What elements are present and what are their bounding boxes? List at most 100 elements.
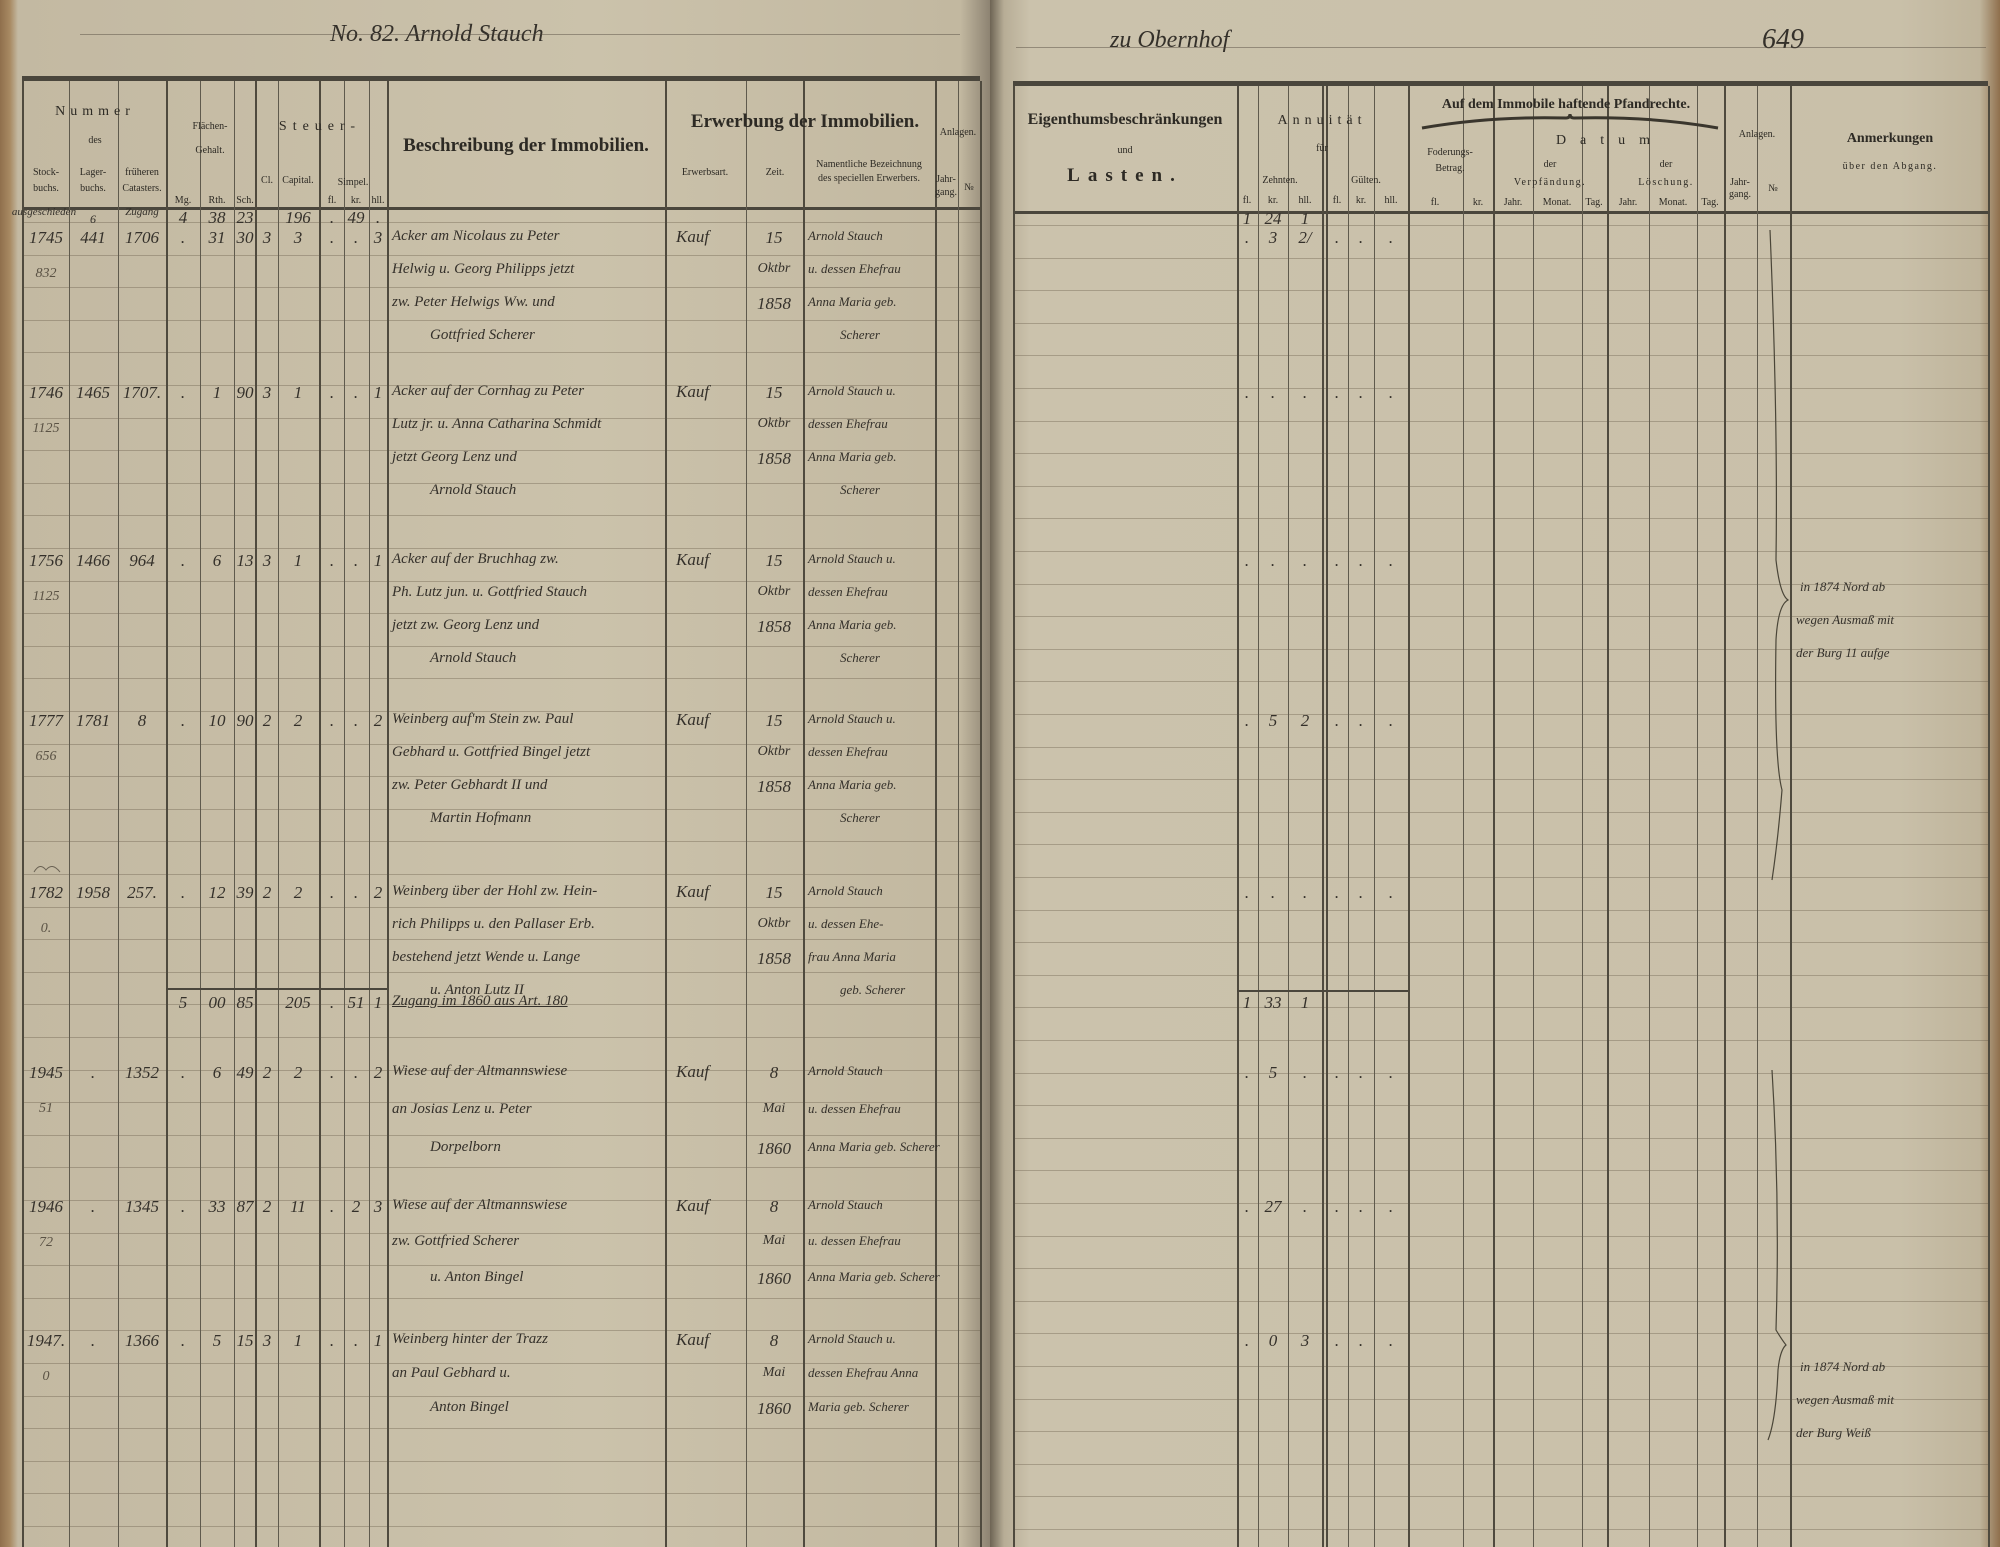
entry-mg: . <box>180 711 186 730</box>
ruled-line <box>22 1330 980 1331</box>
ruled-line <box>1013 1366 1988 1367</box>
annuity-z-fl: . <box>1244 551 1250 570</box>
entry-zeit: 1860 <box>757 1269 791 1288</box>
header-und: und <box>1117 145 1133 156</box>
annuity-g-kr: . <box>1358 1063 1364 1082</box>
title-underline <box>80 34 960 35</box>
entry-kr: . <box>353 1063 359 1082</box>
column-rule <box>118 81 119 1547</box>
entry-lager: 1958 <box>76 883 110 902</box>
header-no: № <box>1768 183 1778 194</box>
annuity-g-fl: . <box>1334 383 1340 402</box>
entry-erwerber-line: Scherer <box>840 482 880 497</box>
column-rule <box>1374 86 1375 1547</box>
ruled-line <box>22 1493 980 1494</box>
annuity-z-hll: . <box>1302 1063 1308 1082</box>
ruled-line <box>22 352 980 353</box>
column-rule <box>1013 86 1015 1547</box>
entry-erwerbsart: Kauf <box>676 1196 710 1215</box>
entry-zeit: 8 <box>769 1063 779 1082</box>
ruled-line <box>1013 1105 1988 1106</box>
carry-forward-lager: 6 <box>90 212 96 226</box>
entry-zeit: Mai <box>762 1365 786 1380</box>
entry-frueher: 1706 <box>125 228 159 247</box>
ruled-line <box>1013 1138 1988 1139</box>
ruled-line <box>22 939 980 940</box>
carry-forward-note: Zugang <box>125 206 159 218</box>
ruled-line <box>22 255 980 256</box>
brace-annotation <box>33 866 61 873</box>
header-anmerkungen: Anmerkungen <box>1846 131 1934 146</box>
carry-forward-capital: 196 <box>285 208 311 227</box>
entry-description-line: Dorpelborn <box>430 1139 501 1155</box>
total-note: Zugang im 1860 aus Art. 180 <box>392 993 568 1009</box>
entry-zeit: Oktbr <box>757 744 791 759</box>
entry-zeit: 15 <box>765 228 783 247</box>
page-number: 649 <box>1762 24 1804 55</box>
header-gueltes: Gülten. <box>1351 175 1381 186</box>
ruled-line <box>1013 1431 1988 1432</box>
header-jahr: Jahr. <box>1503 197 1523 208</box>
entry-erwerber-line: Anna Maria geb. Scherer <box>808 1269 940 1284</box>
ruled-line <box>1013 1464 1988 1465</box>
ruled-line <box>1013 453 1988 454</box>
entry-zeit: 8 <box>769 1197 779 1216</box>
ruled-line <box>22 613 980 614</box>
entry-description-line: bestehend jetzt Wende u. Lange <box>392 949 581 965</box>
entry-sch: 30 <box>236 228 254 247</box>
header-fl: fl. <box>1430 197 1440 208</box>
ruled-line <box>22 841 980 842</box>
header-kr: kr. <box>1267 195 1279 206</box>
ruled-line <box>22 222 980 223</box>
entry-stock-note: 1125 <box>32 421 60 436</box>
ruled-line <box>22 1200 980 1201</box>
entry-cl: 2 <box>262 1197 272 1216</box>
entry-rth: 6 <box>212 551 222 570</box>
header-foderung: Foderungs- <box>1427 147 1473 158</box>
annuity-z-hll: 2 <box>1300 711 1310 730</box>
ruled-line <box>1013 1268 1988 1269</box>
entry-description-line: Acker auf der Bruchhag zw. <box>392 551 559 567</box>
annuity-z-fl: . <box>1244 1063 1250 1082</box>
ruled-line <box>22 1461 980 1462</box>
entry-cl: 2 <box>262 883 272 902</box>
ruled-line <box>1013 910 1988 911</box>
entry-erwerber-line: Scherer <box>840 650 880 665</box>
ruled-line <box>22 1037 980 1038</box>
annuity-z-fl: . <box>1244 1197 1250 1216</box>
header-der: der <box>1543 159 1557 170</box>
column-rule <box>665 81 667 1547</box>
annuity-z-hll: 2/ <box>1298 228 1312 247</box>
ruled-line <box>22 678 980 679</box>
entry-capital: 2 <box>293 1063 303 1082</box>
annuity-z-hll: . <box>1302 383 1308 402</box>
entry-mg: . <box>180 1197 186 1216</box>
annuity-z-kr: . <box>1270 551 1276 570</box>
entry-erwerber-line: Arnold Stauch <box>808 228 883 243</box>
annuity-g-hll: . <box>1388 551 1394 570</box>
entry-erwerber-line: dessen Ehefrau <box>808 416 888 431</box>
ruled-line <box>22 450 980 451</box>
header-monat: Monat. <box>1542 197 1572 208</box>
header-namentliche: des speciellen Erwerbers. <box>818 173 920 184</box>
annuity-g-hll: . <box>1388 711 1394 730</box>
total-kr: 51 <box>347 993 365 1012</box>
header-zeit: Zeit. <box>765 167 785 178</box>
annuity-z-kr: . <box>1270 383 1276 402</box>
entry-capital: 3 <box>293 228 303 247</box>
column-rule <box>387 81 389 1547</box>
carry-forward-sch: 23 <box>236 208 254 227</box>
header-pfandrechte: Auf dem Immobile haftende Pfandrechte. <box>1441 97 1691 112</box>
entry-lager: . <box>90 1063 96 1082</box>
total-mg: 5 <box>178 993 188 1012</box>
carry-forward-zehnten-fl: 1 <box>1242 209 1252 228</box>
column-rule <box>1607 86 1609 1547</box>
entry-capital: 2 <box>293 711 303 730</box>
header-simpel: Simpel. <box>337 177 369 188</box>
entry-erwerber-line: Anna Maria geb. <box>808 777 897 792</box>
header-erwerbsart: Erwerbsart. <box>681 167 729 178</box>
header-frueheren: früheren <box>125 167 159 178</box>
column-rule <box>369 81 370 1547</box>
entry-zeit: Oktbr <box>757 584 791 599</box>
entry-erwerber-line: Maria geb. Scherer <box>808 1399 909 1414</box>
